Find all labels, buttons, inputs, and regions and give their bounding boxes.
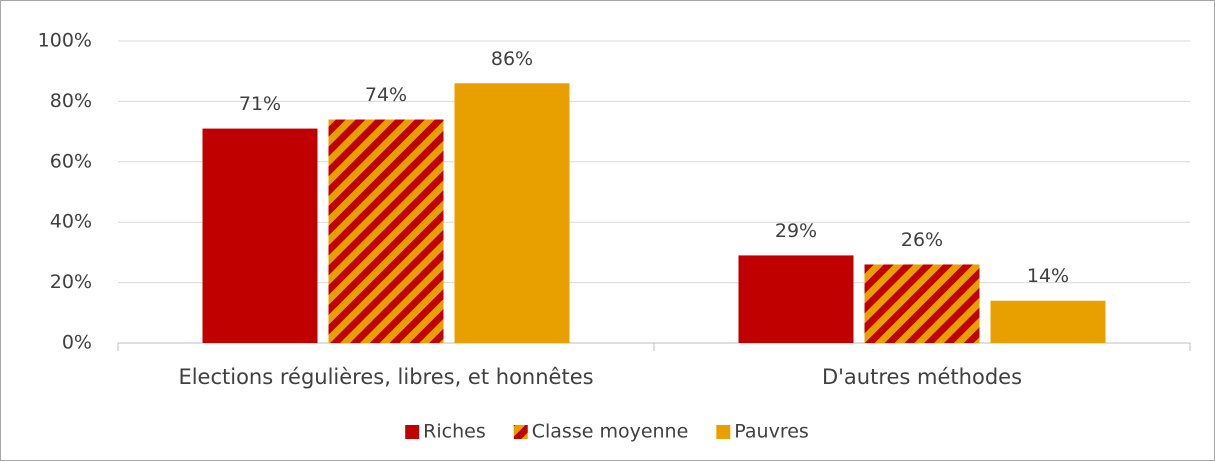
value-label: 86% (491, 48, 533, 70)
bar (328, 119, 444, 344)
y-tick-label: 100% (38, 30, 92, 52)
value-label: 71% (239, 93, 281, 115)
legend-label: Pauvres (734, 421, 809, 443)
y-tick-label: 20% (50, 271, 92, 293)
legend-label: Classe moyenne (532, 421, 689, 443)
y-tick-label: 80% (50, 90, 92, 112)
y-tick-label: 40% (50, 211, 92, 233)
y-tick-label: 60% (50, 150, 92, 172)
x-tick-label: Elections régulières, libres, et honnête… (178, 365, 593, 389)
bar (990, 300, 1106, 343)
value-label: 14% (1027, 265, 1069, 287)
bar (864, 264, 980, 343)
value-label: 26% (901, 229, 943, 251)
x-tick-label: D'autres méthodes (822, 365, 1022, 389)
legend-swatch (513, 425, 528, 439)
value-label: 29% (775, 220, 817, 242)
y-tick-label: 0% (62, 332, 92, 354)
bar (202, 128, 318, 343)
bar (454, 83, 570, 343)
value-label: 74% (365, 84, 407, 106)
bar (738, 255, 854, 343)
legend-swatch (405, 425, 420, 439)
legend-swatch (716, 425, 731, 439)
legend-label: Riches (423, 421, 486, 443)
